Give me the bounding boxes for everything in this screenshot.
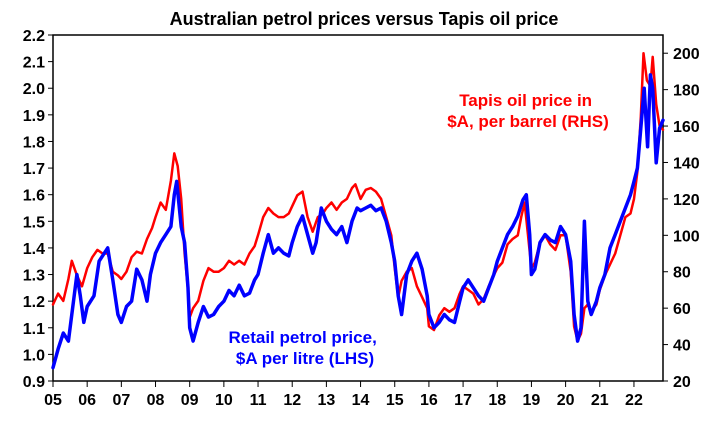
petrol-annotation-line-1: Retail petrol price,	[228, 328, 376, 347]
x-tick-label: 22	[625, 392, 643, 409]
x-tick-label: 10	[215, 392, 233, 409]
petrol-annotation: Retail petrol price, $A per litre (LHS)	[228, 328, 381, 368]
left-y-tick-label: 1.5	[23, 214, 45, 231]
x-axis: 05 06 07 08 09 10 11 12 13 14 15 16 17 18 19 20 21 22	[44, 381, 643, 409]
x-tick-label: 07	[112, 392, 130, 409]
left-y-tick-label: 1.1	[23, 321, 45, 338]
x-tick-label: 11	[250, 392, 267, 409]
right-y-tick-label: 140	[673, 155, 700, 172]
right-y-axis: 20 40 60 80 100 120 140 160 180 200	[663, 46, 700, 391]
left-y-tick-label: 1.2	[23, 294, 45, 311]
left-y-tick-label: 0.9	[23, 374, 45, 391]
plot-frame	[52, 34, 664, 382]
left-y-tick-label: 1.9	[23, 108, 45, 125]
x-tick-label: 05	[44, 392, 62, 409]
chart-title: Australian petrol prices versus Tapis oi…	[170, 9, 559, 29]
left-y-tick-label: 1.6	[23, 188, 45, 205]
x-tick-label: 08	[147, 392, 165, 409]
left-y-tick-label: 1.7	[23, 161, 45, 178]
left-y-tick-label: 2.0	[23, 81, 45, 98]
right-y-tick-label: 60	[673, 301, 691, 318]
left-y-tick-label: 1.3	[23, 268, 45, 285]
oil-annotation-line-2: $A, per barrel (RHS)	[447, 112, 609, 131]
right-y-tick-label: 20	[673, 374, 691, 391]
x-tick-label: 20	[557, 392, 575, 409]
x-tick-label: 16	[420, 392, 438, 409]
petrol-annotation-line-2: $A per litre (LHS)	[236, 349, 374, 368]
right-y-tick-label: 160	[673, 119, 700, 136]
x-tick-label: 17	[454, 392, 472, 409]
x-tick-label: 06	[78, 392, 96, 409]
left-y-tick-label: 2.1	[23, 55, 45, 72]
right-y-tick-label: 180	[673, 83, 700, 100]
x-tick-label: 15	[386, 392, 404, 409]
x-tick-label: 18	[488, 392, 506, 409]
oil-annotation-line-1: Tapis oil price in	[459, 91, 592, 110]
series-layer	[51, 51, 665, 370]
x-tick-label: 21	[591, 392, 609, 409]
right-y-tick-label: 200	[673, 46, 700, 63]
left-y-tick-label: 1.0	[23, 347, 45, 364]
x-tick-label: 13	[317, 392, 335, 409]
x-tick-label: 09	[181, 392, 199, 409]
x-tick-label: 19	[523, 392, 541, 409]
right-y-tick-label: 120	[673, 192, 700, 209]
right-y-tick-label: 80	[673, 265, 691, 282]
right-y-tick-label: 40	[673, 338, 691, 355]
x-tick-label: 12	[283, 392, 301, 409]
retail-petrol-price-line	[51, 73, 665, 370]
x-tick-label: 14	[352, 392, 370, 409]
left-y-tick-label: 2.2	[23, 28, 45, 45]
left-y-tick-label: 1.8	[23, 134, 45, 151]
left-y-tick-label: 1.4	[23, 241, 45, 258]
oil-annotation: Tapis oil price in $A, per barrel (RHS)	[447, 91, 609, 131]
left-y-axis: 0.9 1.0 1.1 1.2 1.3 1.4 1.5 1.6 1.7 1.8 1.9 2.0 2.1 2…	[23, 28, 53, 391]
right-y-tick-label: 100	[673, 228, 700, 245]
